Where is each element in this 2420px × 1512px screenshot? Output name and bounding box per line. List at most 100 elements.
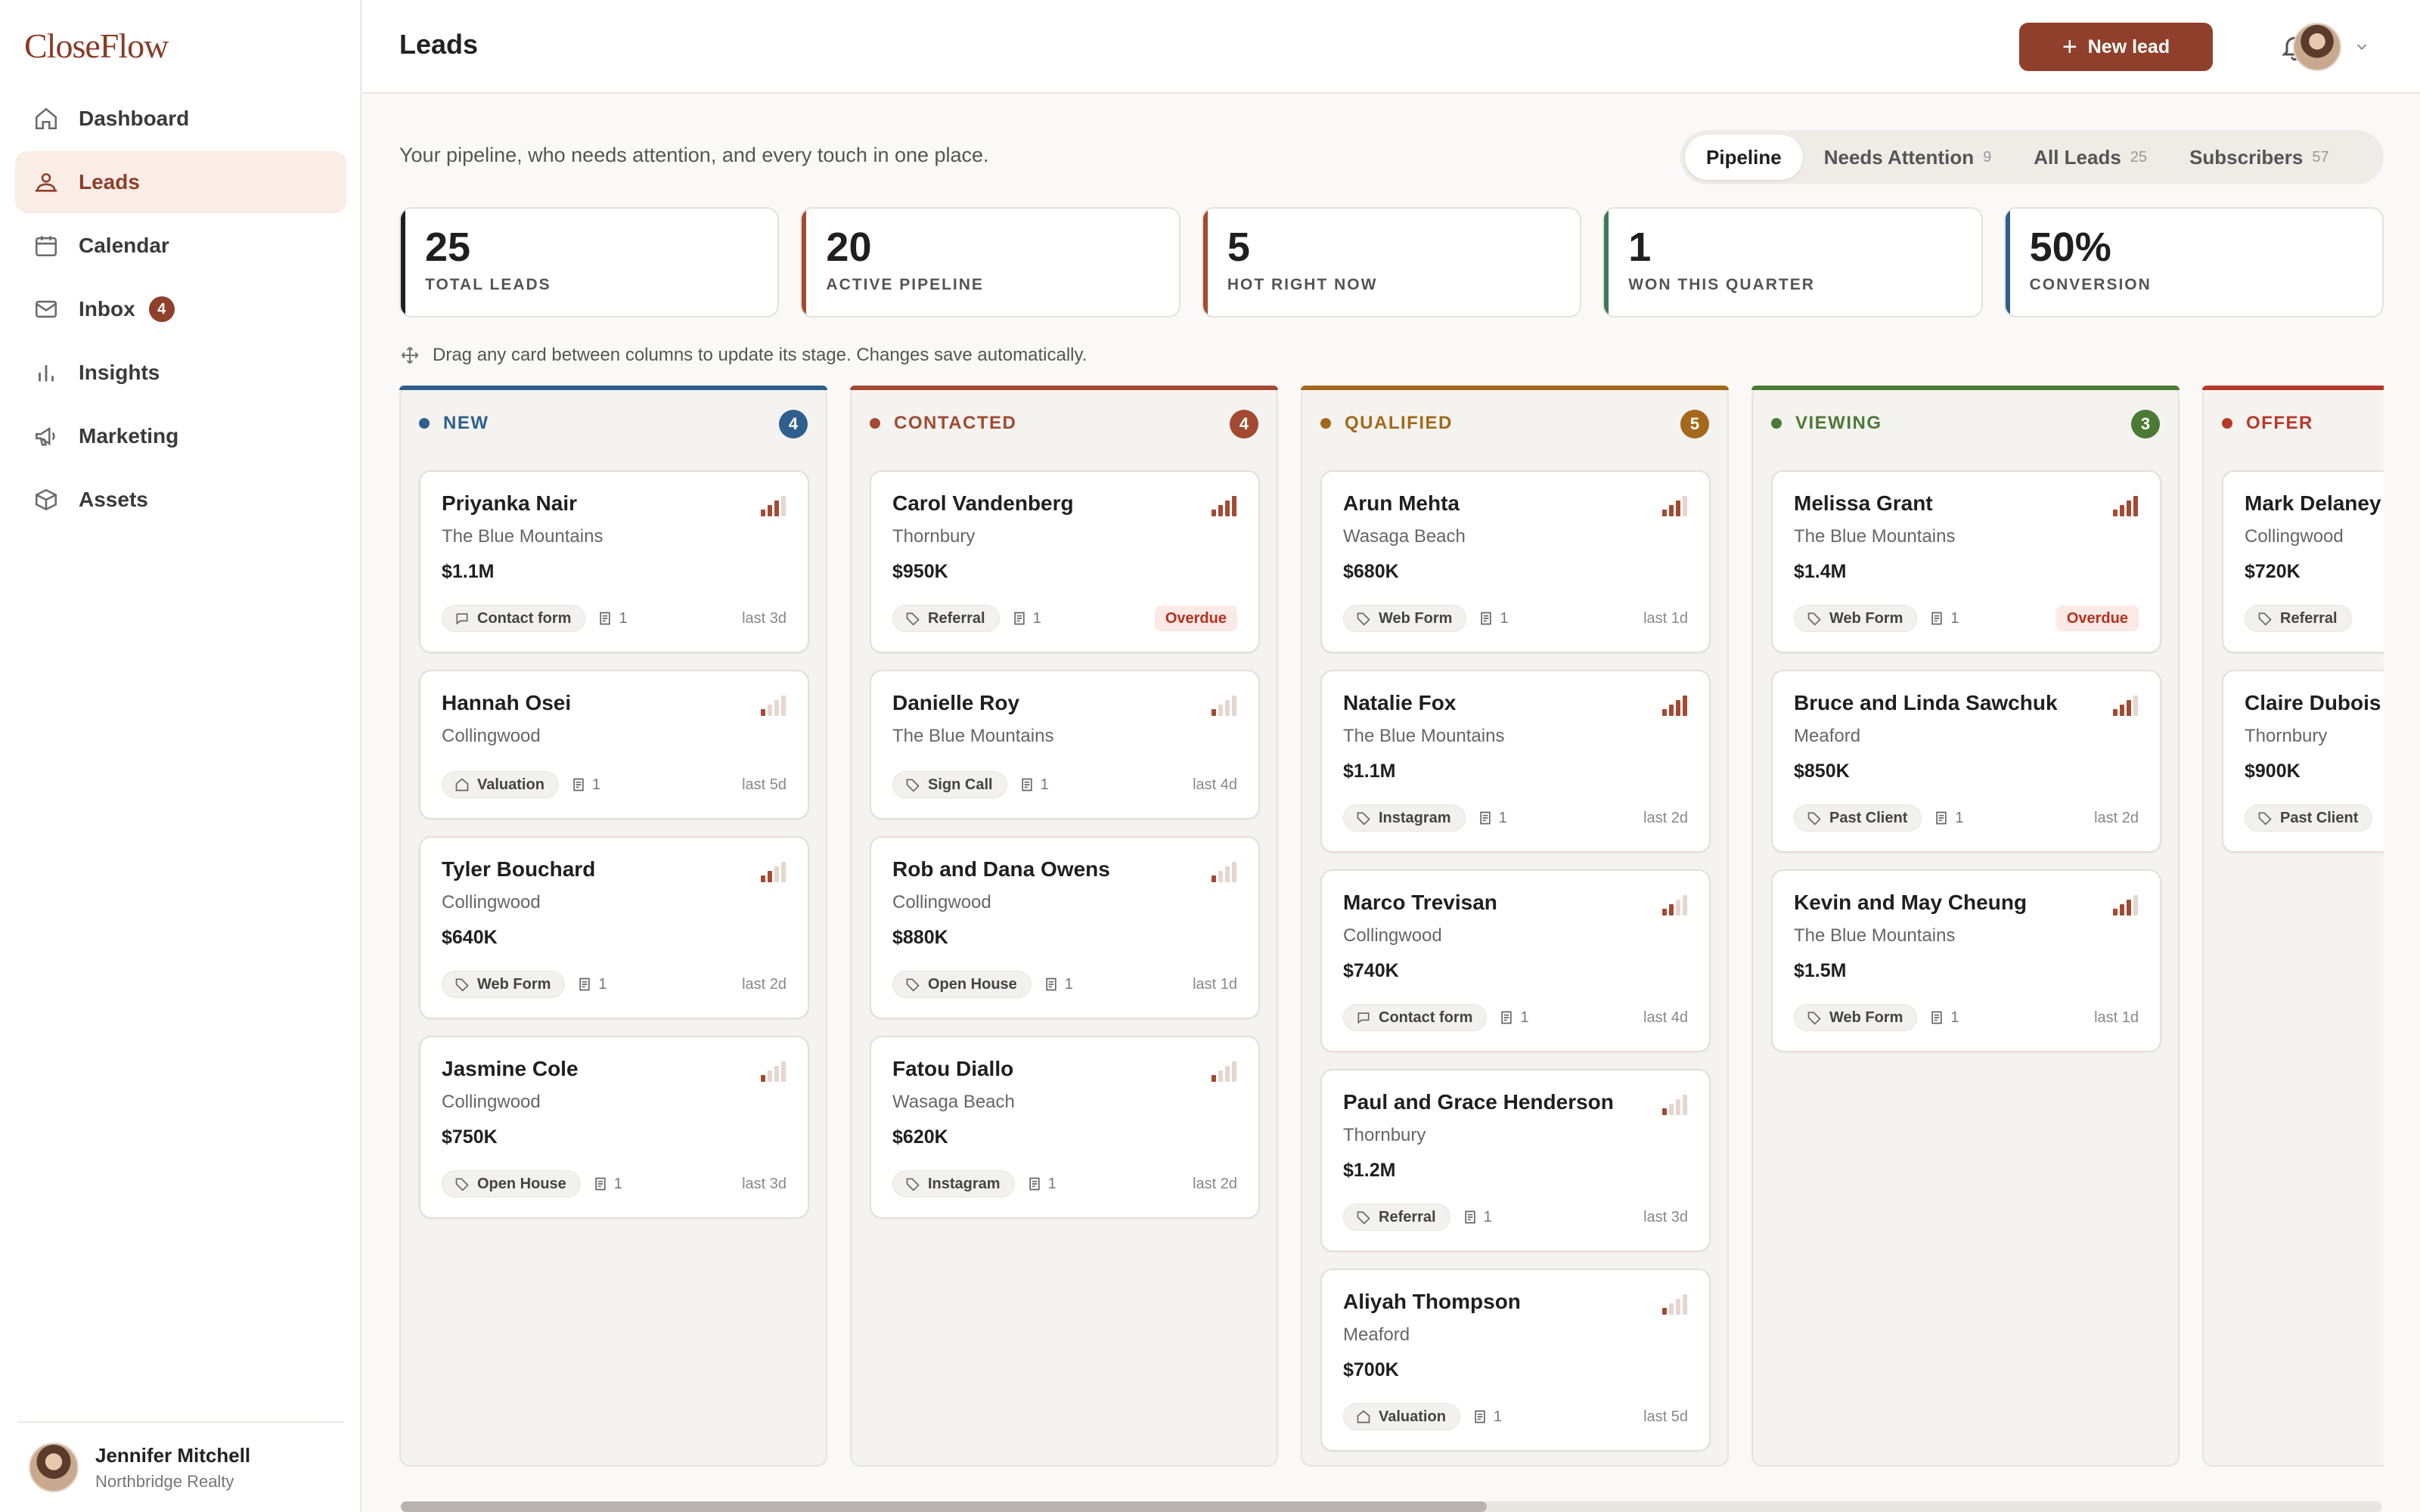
notes-count: 1 <box>619 609 628 627</box>
lead-card[interactable]: Natalie Fox The Blue Mountains $1.1M Instag… <box>1320 670 1711 853</box>
sidebar-item-assets[interactable]: Assets <box>15 469 346 531</box>
column-header: OFFER <box>2222 408 2384 438</box>
lead-source-chip[interactable]: Referral <box>1343 1204 1450 1231</box>
tag-icon <box>906 978 920 992</box>
lead-notes: 1 <box>1463 1209 1492 1226</box>
chevron-down-icon <box>2356 44 2367 51</box>
lead-card[interactable]: Carol Vandenberg Thornbury $950K Referral 1 O… <box>870 470 1260 653</box>
lead-card[interactable]: Jasmine Cole Collingwood $750K Open House 1 l… <box>419 1036 809 1219</box>
tab-all-leads[interactable]: All Leads 25 <box>2012 135 2168 180</box>
lead-source-chip[interactable]: Past Client <box>1794 804 1922 832</box>
leads-icon <box>35 173 57 192</box>
lead-card[interactable]: Tyler Bouchard Collingwood $640K Web Form 1 l… <box>419 836 809 1019</box>
lead-source-chip[interactable]: Open House <box>442 1170 581 1198</box>
lead-source-chip[interactable]: Sign Call <box>892 771 1007 798</box>
account-menu[interactable] <box>2293 21 2384 73</box>
lead-location: Collingwood <box>2245 526 2344 547</box>
lead-source-chip[interactable]: Instagram <box>1343 804 1466 832</box>
lead-card[interactable]: Hannah Osei Collingwood Valuation 1 last 5d <box>419 670 809 820</box>
sidebar-user[interactable]: Jennifer Mitchell Northbridge Realty <box>18 1421 343 1512</box>
tab-subscribers[interactable]: Subscribers 57 <box>2168 135 2350 180</box>
lead-source-chip[interactable]: Valuation <box>1343 1403 1460 1430</box>
column-count-badge: 3 <box>2131 410 2160 438</box>
lead-card[interactable]: Aliyah Thompson Meaford $700K Valuation 1 las… <box>1320 1269 1711 1452</box>
lead-source-chip[interactable]: Valuation <box>442 771 559 798</box>
lead-source-chip[interactable]: Past Client <box>2245 804 2373 832</box>
sidebar-item-dashboard[interactable]: Dashboard <box>15 88 346 150</box>
lead-location: The Blue Mountains <box>1343 726 1505 746</box>
lead-source: Sign Call <box>928 776 993 793</box>
lead-card[interactable]: Melissa Grant The Blue Mountains $1.4M Web … <box>1771 470 2161 653</box>
lead-source-chip[interactable]: Referral <box>892 605 1000 632</box>
lead-source: Instagram <box>1379 809 1451 826</box>
lead-source-chip[interactable]: Contact form <box>1343 1004 1488 1031</box>
lead-card[interactable]: Danielle Roy The Blue Mountains Sign Call 1… <box>870 670 1260 820</box>
lead-source-chip[interactable]: Instagram <box>892 1170 1015 1198</box>
signal-bar <box>1212 875 1216 882</box>
board-scrollbar[interactable] <box>401 1501 2382 1512</box>
sidebar-item-inbox[interactable]: Inbox 4 <box>15 278 346 340</box>
signal-bar <box>781 1061 786 1082</box>
lead-card[interactable]: Claire Dubois Thornbury $900K Past Client <box>2222 670 2384 853</box>
tag-icon <box>1807 1012 1821 1025</box>
plus-icon: + <box>2062 33 2077 61</box>
pipeline-column-contacted: CONTACTED 4 Carol Vandenberg Thornbury $950K… <box>850 386 1278 1467</box>
lead-card[interactable]: Fatou Diallo Wasaga Beach $620K Instagram 1 l… <box>870 1036 1260 1219</box>
lead-amount: $1.4M <box>1794 561 1847 582</box>
lead-source-chip[interactable]: Contact form <box>442 605 586 632</box>
lead-card[interactable]: Marco Trevisan Collingwood $740K Contact fo… <box>1320 869 1711 1052</box>
lead-source-chip[interactable]: Referral <box>2245 605 2352 632</box>
last-touch: last 5d <box>742 776 786 793</box>
lead-notes: 1 <box>1929 610 1959 627</box>
new-lead-button[interactable]: + New lead <box>2019 23 2213 71</box>
signal-bar <box>2127 500 2131 516</box>
stage-dot <box>1771 418 1782 429</box>
lead-card[interactable]: Rob and Dana Owens Collingwood $880K Open H… <box>870 836 1260 1019</box>
lead-source-chip[interactable]: Web Form <box>1794 1004 1918 1031</box>
notes-count: 1 <box>1520 1009 1529 1026</box>
lead-heat <box>1210 1060 1237 1083</box>
lead-source-chip[interactable]: Web Form <box>1794 605 1918 632</box>
page-subtitle: Your pipeline, who needs attention, and … <box>399 144 989 166</box>
sidebar-item-label: Dashboard <box>79 107 190 130</box>
lead-heat-signal-icon <box>1662 496 1687 516</box>
lead-amount: $720K <box>2245 561 2301 582</box>
signal-bar <box>1669 1104 1674 1115</box>
lead-name: Priyanka Nair <box>442 491 577 515</box>
sidebar-item-marketing[interactable]: Marketing <box>15 405 346 467</box>
stage-dot <box>870 418 880 429</box>
lead-card[interactable]: Kevin and May Cheung The Blue Mountains $1… <box>1771 869 2161 1052</box>
last-touch: last 1d <box>2094 1009 2139 1026</box>
lead-location: The Blue Mountains <box>1794 526 1956 547</box>
stat-card: 25 TOTAL LEADS <box>399 207 780 318</box>
lead-name: Jasmine Cole <box>442 1057 579 1080</box>
lead-source-chip[interactable]: Web Form <box>442 971 566 998</box>
tab-pipeline[interactable]: Pipeline <box>1685 135 1803 180</box>
view-tabs: Pipeline Needs Attention 9 All Leads 25 Su… <box>1680 130 2384 184</box>
app-logo[interactable]: CloseFlow <box>24 26 169 65</box>
lead-source-chip[interactable]: Web Form <box>1343 605 1467 632</box>
tab-needs-attention[interactable]: Needs Attention 9 <box>1803 135 2013 180</box>
sidebar-item-insights[interactable]: Insights <box>15 342 346 404</box>
lead-heat-signal-icon <box>2113 696 2138 716</box>
lead-card[interactable]: Priyanka Nair The Blue Mountains $1.1M Cont… <box>419 470 809 653</box>
lead-card[interactable]: Bruce and Linda Sawchuk Meaford $850K Past … <box>1771 670 2161 853</box>
lead-heat <box>2111 494 2139 517</box>
lead-card[interactable]: Paul and Grace Henderson Thornbury $1.2M Re… <box>1320 1069 1711 1252</box>
lead-card[interactable]: Mark Delaney Collingwood $720K Referral <box>2222 470 2384 653</box>
signal-bar <box>1225 500 1230 516</box>
sidebar-nav: Dashboard Leads Calendar Inbox 4 Insight… <box>15 88 346 532</box>
sidebar-item-leads[interactable]: Leads <box>15 151 346 213</box>
note-icon <box>1013 612 1025 625</box>
signal-bar <box>1232 496 1236 516</box>
sidebar-item-calendar[interactable]: Calendar <box>15 215 346 277</box>
scrollbar-thumb[interactable] <box>401 1501 1487 1512</box>
lead-notes: 1 <box>1019 776 1049 794</box>
signal-bar <box>1218 505 1223 516</box>
lead-notes: 1 <box>1027 1176 1056 1193</box>
stage-dot <box>419 418 430 429</box>
user-name: Jennifer Mitchell <box>95 1443 251 1467</box>
lead-card[interactable]: Arun Mehta Wasaga Beach $680K Web Form 1 last… <box>1320 470 1711 653</box>
signal-bar <box>2113 909 2118 916</box>
lead-source-chip[interactable]: Open House <box>892 971 1032 998</box>
